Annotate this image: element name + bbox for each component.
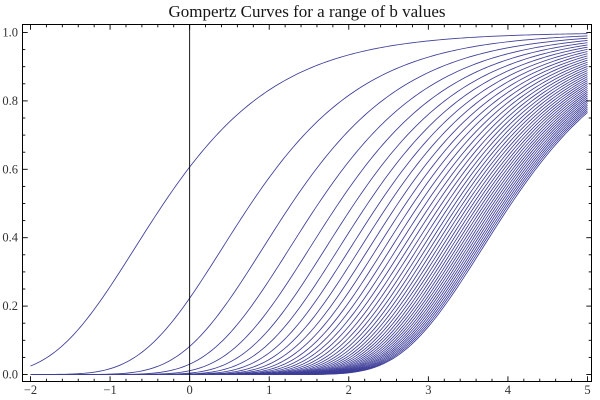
x-tick-label: 5: [584, 383, 590, 397]
y-tick-label: 0.4: [2, 231, 18, 245]
x-tick-label: −2: [24, 383, 37, 397]
axes-layer: [22, 24, 592, 382]
tick-labels-layer: −2 −1 0 1 2 3 4 5 0.0 0.2 0.4 0.6 0.8 1.0: [2, 26, 590, 398]
x-tick-label: 2: [346, 383, 352, 397]
x-tick-label: 3: [425, 383, 431, 397]
x-tick-label: 1: [266, 383, 272, 397]
y-tick-label: 0.8: [2, 94, 18, 108]
gompertz-curve-b-39.5: [30, 112, 588, 375]
gompertz-curve-b-0.5: [30, 33, 588, 367]
y-tick-label: 1.0: [2, 26, 18, 40]
gompertz-curve-b-2.5: [30, 37, 588, 375]
y-tick-label: 0.6: [2, 162, 18, 176]
chart-title: Gompertz Curves for a range of b values: [168, 2, 445, 21]
x-tick-label: 4: [505, 383, 512, 397]
x-tick-label: 0: [187, 383, 193, 397]
y-tick-label: 0.2: [2, 299, 18, 313]
curves-layer: [30, 33, 588, 375]
y-tick-label: 0.0: [2, 368, 18, 382]
gompertz-curve-b-1.5: [30, 35, 588, 375]
plot-frame: [22, 24, 592, 382]
x-tick-label: −1: [103, 383, 116, 397]
